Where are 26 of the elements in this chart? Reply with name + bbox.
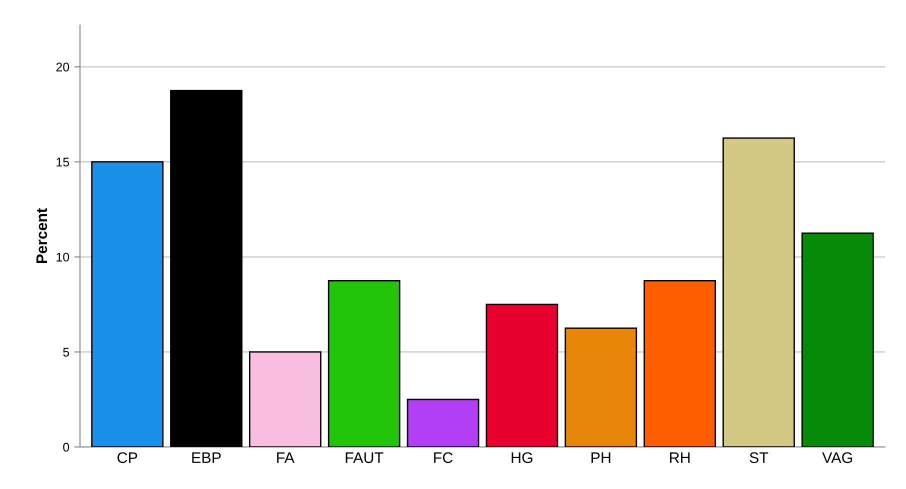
y-tick-label: 15 xyxy=(56,158,70,167)
bar xyxy=(722,137,795,447)
y-axis-title: Percent xyxy=(36,208,48,263)
bar xyxy=(328,280,400,447)
x-tick-label: PH xyxy=(592,452,610,463)
x-tick-label: CP xyxy=(118,452,138,464)
x-tick-label: HG xyxy=(512,452,532,464)
bar xyxy=(486,304,558,447)
bar xyxy=(170,90,242,447)
bar xyxy=(248,351,322,447)
bar xyxy=(564,328,638,447)
bar xyxy=(644,280,716,447)
y-tick-label: 10 xyxy=(56,252,70,262)
x-tick-label: EBP xyxy=(192,452,221,463)
bar xyxy=(91,161,164,447)
bar xyxy=(406,398,480,447)
y-tick-label: 20 xyxy=(56,62,70,72)
x-tick-label: FC xyxy=(434,452,453,464)
x-tick-label: FA xyxy=(277,452,295,463)
y-tick-label: 0 xyxy=(63,442,70,452)
x-tick-label: ST xyxy=(750,452,768,464)
x-tick-label: FAUT xyxy=(346,452,384,464)
x-tick-label: RH xyxy=(670,452,690,463)
y-tick-label: 5 xyxy=(63,348,70,357)
x-tick-label: VAG xyxy=(822,452,852,464)
bar xyxy=(801,232,874,447)
